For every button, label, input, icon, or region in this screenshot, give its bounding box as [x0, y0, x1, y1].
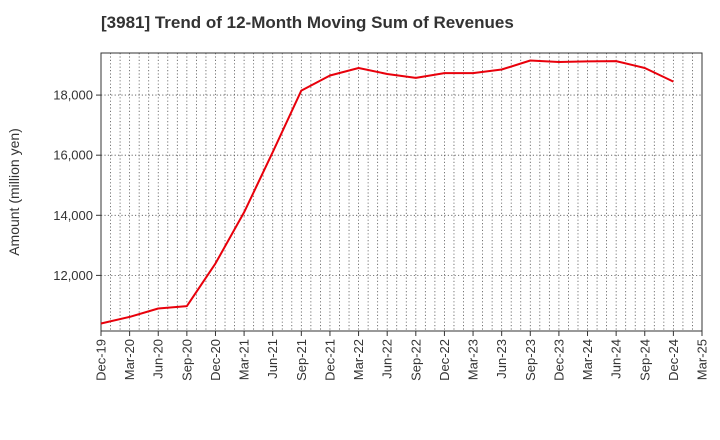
chart-title: [3981] Trend of 12-Month Moving Sum of R…	[101, 13, 514, 32]
y-tick-label: 16,000	[53, 148, 93, 163]
x-tick-label: Sep-23	[523, 339, 538, 381]
x-tick-label: Sep-21	[294, 339, 309, 381]
plot-frame	[100, 52, 703, 332]
x-tick-label: Sep-24	[637, 339, 652, 381]
x-tick-label: Mar-23	[466, 339, 481, 380]
x-tick-label: Jun-21	[265, 339, 280, 379]
x-tick-label: Mar-22	[351, 339, 366, 380]
x-tick-label: Mar-24	[580, 339, 595, 380]
x-tick-label: Jun-24	[609, 339, 624, 379]
x-tick-label: Dec-21	[322, 339, 337, 381]
x-tick-label: Jun-20	[151, 339, 166, 379]
x-tick-label: Mar-21	[237, 339, 252, 380]
x-tick-label: Dec-23	[551, 339, 566, 381]
y-tick-label: 18,000	[53, 88, 93, 103]
x-tick-label: Dec-24	[666, 339, 681, 381]
x-tick-label: Sep-22	[408, 339, 423, 381]
x-tick-label: Dec-22	[437, 339, 452, 381]
y-tick-label: 14,000	[53, 208, 93, 223]
y-tick-label: 12,000	[53, 268, 93, 283]
x-tick-label: Dec-19	[94, 339, 109, 381]
x-tick-label: Mar-20	[122, 339, 137, 380]
x-tick-label: Sep-20	[179, 339, 194, 381]
x-tick-label: Mar-25	[695, 339, 710, 380]
x-tick-label: Jun-22	[380, 339, 395, 379]
y-axis-title: Amount (million yen)	[6, 128, 22, 256]
x-tick-label: Dec-20	[208, 339, 223, 381]
x-tick-label: Jun-23	[494, 339, 509, 379]
